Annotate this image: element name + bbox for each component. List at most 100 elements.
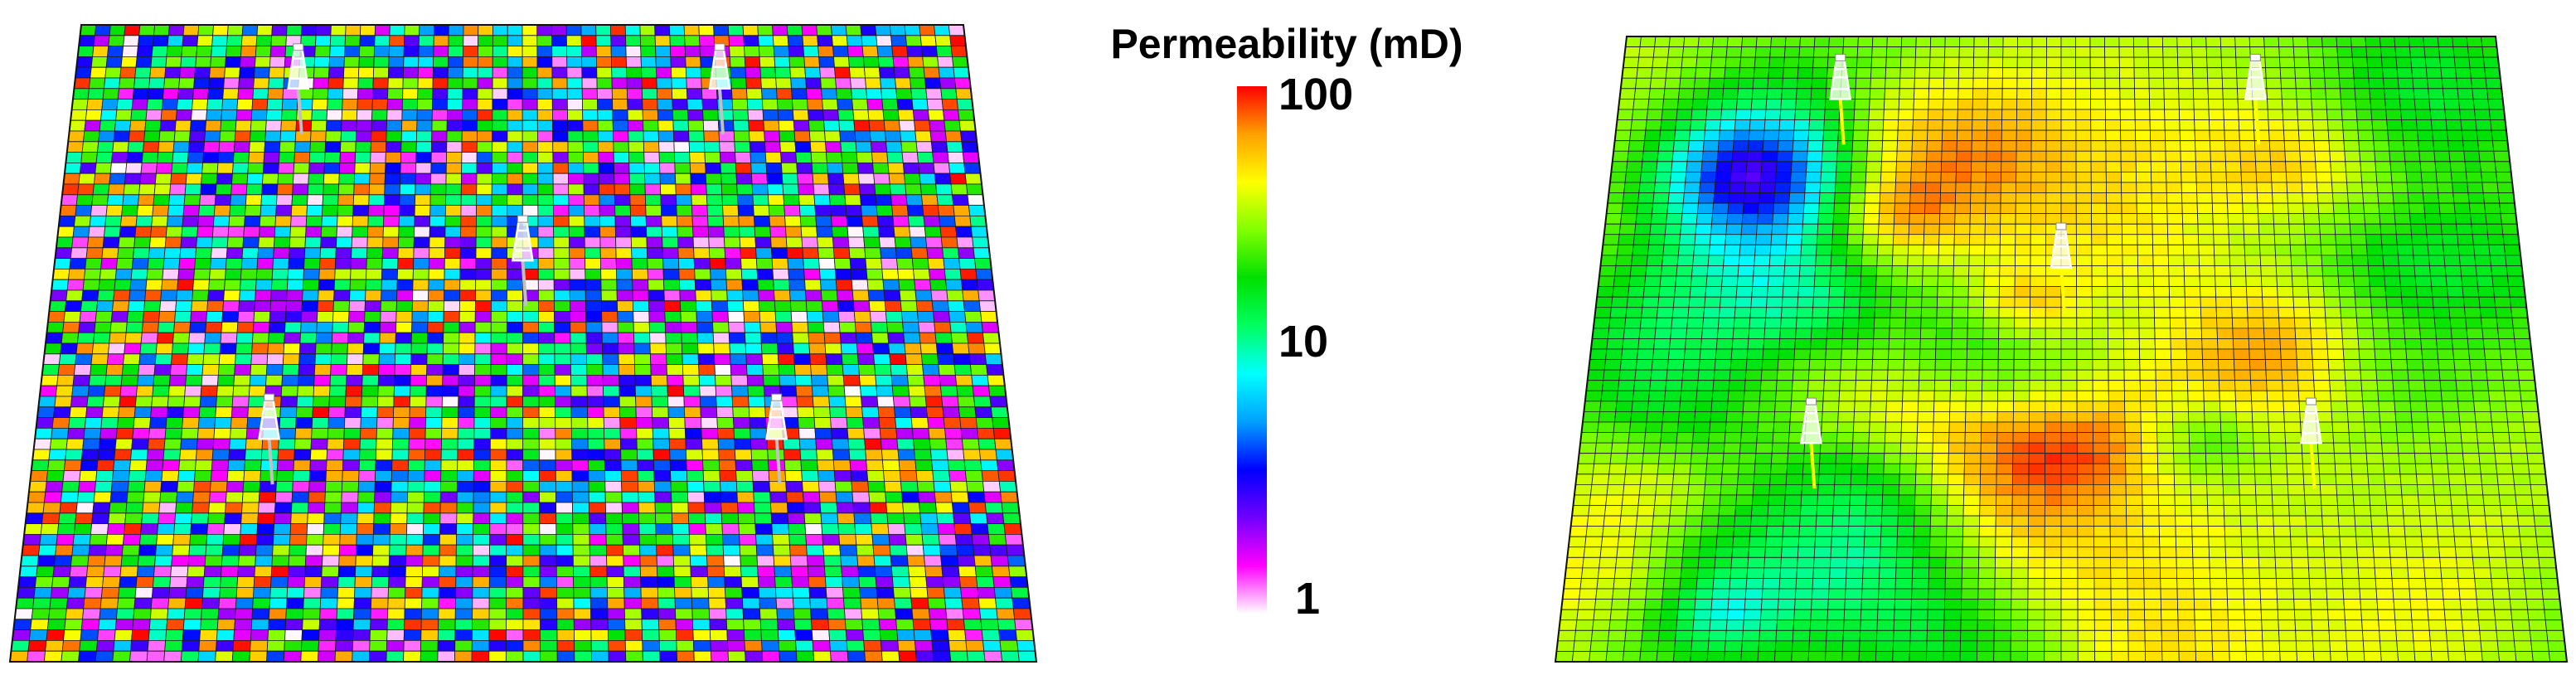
grid-cell [2362, 192, 2380, 204]
grid-cell [1743, 192, 1760, 204]
grid-cell [289, 523, 308, 535]
grid-cell [67, 587, 86, 599]
grid-cell [630, 226, 648, 238]
grid-cell [972, 236, 990, 249]
grid-cell [1650, 213, 1668, 225]
grid-cell [815, 438, 833, 450]
grid-cell [274, 215, 292, 227]
grid-cell [929, 279, 948, 291]
grid-cell [948, 470, 968, 482]
grid-cell [314, 46, 331, 57]
grid-cell [687, 109, 704, 121]
grid-cell [444, 279, 461, 291]
grid-cell [238, 300, 256, 313]
grid-cell [490, 417, 507, 429]
grid-cell [1700, 171, 1717, 183]
grid-cell [192, 289, 210, 302]
grid-cell [958, 119, 977, 132]
grid-cell [800, 459, 818, 471]
grid-cell [2176, 36, 2193, 47]
grid-cell [590, 650, 609, 663]
grid-cell [347, 353, 364, 366]
grid-cell [648, 279, 665, 291]
grid-cell [522, 396, 540, 408]
grid-cell [395, 342, 412, 355]
grid-cell [1969, 223, 1986, 236]
grid-cell [1685, 171, 1702, 183]
grid-cell [1972, 67, 1989, 79]
grid-cell [836, 88, 853, 100]
grid-cell [876, 35, 893, 46]
grid-cell [357, 66, 375, 79]
grid-cell [229, 205, 246, 216]
grid-cell [999, 640, 1019, 652]
grid-cell [1620, 213, 1637, 225]
grid-cell [90, 523, 109, 535]
grid-cell [334, 650, 353, 663]
grid-cell [2340, 99, 2357, 110]
grid-cell [847, 438, 866, 450]
grid-cell [1910, 161, 1928, 172]
grid-cell [308, 162, 325, 174]
grid-cell [537, 162, 554, 174]
grid-cell [318, 640, 337, 652]
grid-cell [566, 77, 583, 90]
grid-cell [1645, 265, 1662, 277]
grid-cell [583, 183, 600, 196]
grid-cell [686, 99, 703, 110]
grid-cell [921, 534, 940, 546]
grid-cell [654, 35, 671, 46]
grid-cell [893, 226, 911, 238]
grid-cell [2180, 140, 2196, 152]
grid-cell [820, 77, 837, 90]
grid-cell [522, 56, 538, 68]
grid-cell [955, 88, 973, 100]
grid-cell [1691, 109, 1708, 120]
grid-cell [2178, 88, 2195, 100]
grid-cell [379, 342, 396, 355]
grid-cell [691, 194, 708, 206]
grid-cell [588, 502, 606, 514]
grid-cell [342, 88, 359, 100]
grid-cell [144, 289, 163, 302]
grid-cell [1957, 109, 1973, 120]
grid-cell [585, 332, 603, 344]
grid-cell [792, 597, 812, 609]
grid-cell [413, 258, 429, 270]
grid-cell [750, 438, 769, 450]
grid-cell [715, 385, 733, 397]
grid-cell [2404, 161, 2422, 172]
grid-cell [474, 364, 492, 376]
grid-cell [570, 332, 587, 344]
grid-cell [2075, 67, 2091, 79]
grid-cell [330, 353, 348, 366]
grid-cell [2409, 213, 2427, 225]
grid-cell [224, 268, 242, 280]
grid-cell [1693, 77, 1710, 90]
grid-cell [695, 289, 712, 302]
grid-cell [925, 576, 944, 588]
grid-cell [950, 491, 969, 503]
grid-cell [582, 141, 599, 153]
grid-cell [506, 470, 524, 482]
grid-cell [603, 396, 620, 408]
grid-cell [2205, 46, 2222, 58]
grid-cell [681, 332, 698, 344]
grid-cell [387, 608, 405, 620]
grid-cell [682, 374, 701, 386]
grid-cell [1926, 150, 1943, 163]
grid-cell [2105, 150, 2122, 163]
grid-cell [978, 597, 997, 609]
grid-cell [1848, 213, 1865, 225]
grid-cell [2435, 171, 2452, 183]
grid-cell [242, 236, 260, 249]
grid-cell [78, 481, 97, 493]
grid-cell [2030, 161, 2047, 172]
grid-cell [371, 555, 391, 567]
grid-cell [98, 130, 115, 143]
grid-cell [610, 56, 627, 68]
grid-cell [418, 35, 434, 46]
grid-cell [203, 141, 221, 153]
grid-cell [791, 99, 808, 110]
grid-cell [825, 587, 844, 599]
